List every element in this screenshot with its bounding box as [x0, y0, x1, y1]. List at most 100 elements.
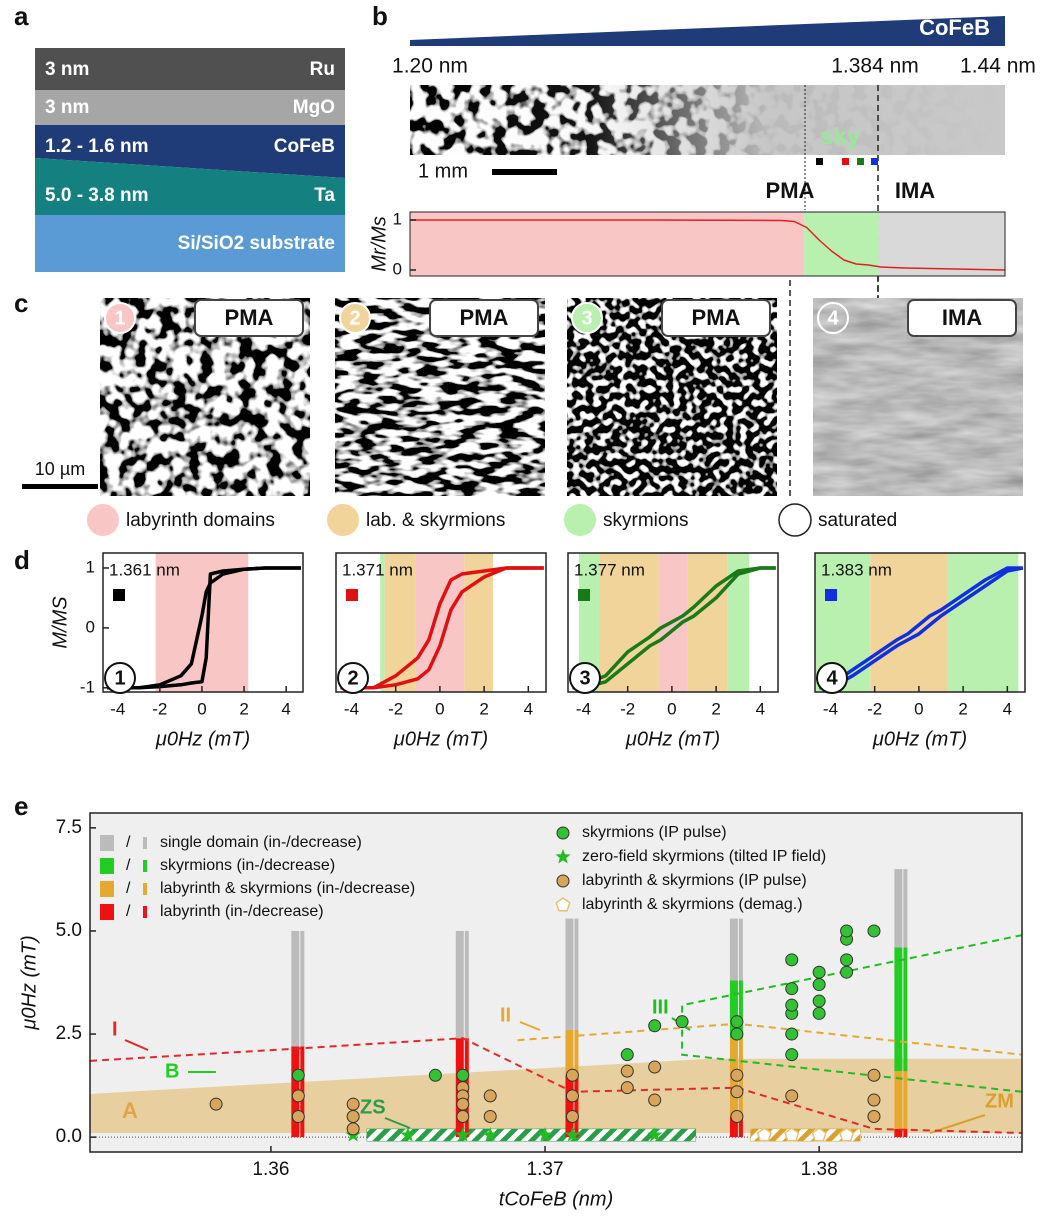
hatched-region	[750, 1128, 861, 1142]
layer-thickness: 1.2 - 1.6 nm	[45, 136, 149, 157]
x-axis-label: μ0Hz (mT)	[393, 728, 488, 750]
thickness-label: 1.377 nm	[574, 560, 645, 579]
x-tick-label: -4	[576, 699, 591, 718]
circle-marker	[730, 1085, 744, 1099]
legend-swatch	[778, 503, 812, 537]
layer-material: Si/SiO2 substrate	[178, 233, 335, 254]
panel-letter: e	[14, 791, 28, 821]
image-number-circle	[339, 302, 371, 334]
y-tick-label: 7.5	[56, 817, 82, 838]
scale-bar-label: 1 mm	[418, 160, 468, 182]
legend-label: labyrinth & skyrmions (IP pulse)	[582, 872, 807, 889]
region-band	[947, 553, 1019, 692]
x-tick-label: 4	[281, 699, 290, 718]
state-bar	[291, 930, 300, 1047]
region-band	[415, 553, 465, 692]
plot-frame	[102, 552, 304, 693]
domain-images: 1 PMA 2 PMA 3 PMA 4 IMA	[100, 298, 1023, 496]
circle-marker	[840, 953, 854, 967]
layer	[35, 215, 345, 272]
sample-marker	[578, 589, 590, 601]
pentagon-marker	[811, 1127, 827, 1142]
circle-marker	[785, 953, 799, 967]
x-tick-label: -4	[823, 699, 838, 718]
circle-marker	[840, 924, 854, 938]
panel-letter: c	[14, 288, 28, 318]
legend-separator: /	[126, 903, 131, 920]
position-marker	[842, 158, 849, 165]
layer-material: CoFeB	[274, 136, 335, 157]
loop-number-circle	[104, 662, 136, 694]
circle-marker	[812, 978, 826, 992]
y-tick-label: 1	[86, 557, 95, 576]
legend-swatch	[100, 881, 114, 897]
x-tick-label: -2	[388, 699, 403, 718]
pentagon-marker	[756, 1127, 772, 1142]
data-line	[410, 219, 1006, 271]
circle-marker	[785, 1027, 799, 1041]
circle-marker	[456, 1097, 470, 1111]
legend-label: lab. & skyrmions	[366, 510, 505, 531]
area-label-shadow: A	[122, 1098, 138, 1123]
layer-material: Ta	[314, 185, 335, 206]
region-band	[384, 553, 416, 692]
circle-marker	[346, 1097, 360, 1111]
legend-swatch	[564, 504, 596, 536]
x-axis-label: μ0Hz (mT)	[625, 728, 720, 750]
state-bar	[894, 1128, 903, 1138]
region-label: ZM	[985, 1090, 1014, 1112]
state-bar	[894, 869, 903, 948]
region-label: ZS	[360, 1096, 386, 1118]
anisotropy-label: PMA	[692, 305, 741, 330]
scale-bar	[492, 169, 557, 175]
state-bar-thin	[903, 1128, 908, 1138]
circle-marker	[556, 826, 570, 840]
region-band	[727, 553, 750, 692]
circle-marker	[291, 1068, 305, 1082]
sky-label: sky	[820, 123, 861, 150]
position-marker	[871, 158, 878, 165]
legend-label: zero-field skyrmions (tilted IP field)	[582, 848, 826, 865]
arrow	[124, 1039, 149, 1051]
x-tick-label: 0	[667, 699, 676, 718]
circle-marker	[730, 1110, 744, 1124]
thickness-label: 1.361 nm	[109, 560, 180, 579]
state-bar	[455, 930, 464, 1039]
circle-marker	[785, 998, 799, 1012]
layer-thickness: 3 nm	[45, 97, 89, 118]
circle-marker	[840, 965, 854, 979]
thickness-label: 1.20 nm	[392, 55, 468, 78]
data-line	[818, 566, 1023, 690]
layer	[35, 158, 345, 215]
image-number-circle	[104, 302, 136, 334]
scale-bar	[22, 484, 98, 489]
image-number-circle	[571, 302, 603, 334]
strip-fade	[410, 85, 1005, 155]
legend-swatch	[100, 904, 114, 920]
x-axis-label: μ0Hz (mT)	[155, 728, 250, 750]
circle-marker	[648, 1093, 662, 1107]
y-axis-label: Mr/Ms	[368, 216, 390, 272]
loop-number-circle	[569, 662, 601, 694]
hatched-region	[366, 1128, 697, 1142]
image-number: 3	[581, 307, 592, 329]
line-label: II	[500, 1004, 511, 1026]
legend-separator: /	[126, 880, 131, 897]
star-marker	[482, 1127, 498, 1142]
state-bar-thin	[574, 1029, 579, 1076]
x-axis-label: tCoFeB (nm)	[499, 1188, 613, 1210]
layer	[35, 48, 345, 90]
circle-marker	[785, 1089, 799, 1103]
legend-label: labyrinth & skyrmions (in-/decrease)	[160, 880, 415, 897]
data-line	[819, 566, 1024, 690]
pentagon-marker	[839, 1127, 855, 1142]
region-band	[410, 212, 805, 276]
plot-frame	[814, 552, 1026, 693]
position-marker	[816, 158, 823, 165]
layer-material: Ru	[310, 59, 335, 80]
circle-marker	[291, 1089, 305, 1103]
thickness-label: 1.44 nm	[960, 55, 1036, 78]
circle-marker	[867, 924, 881, 938]
legend-swatch	[327, 504, 359, 536]
